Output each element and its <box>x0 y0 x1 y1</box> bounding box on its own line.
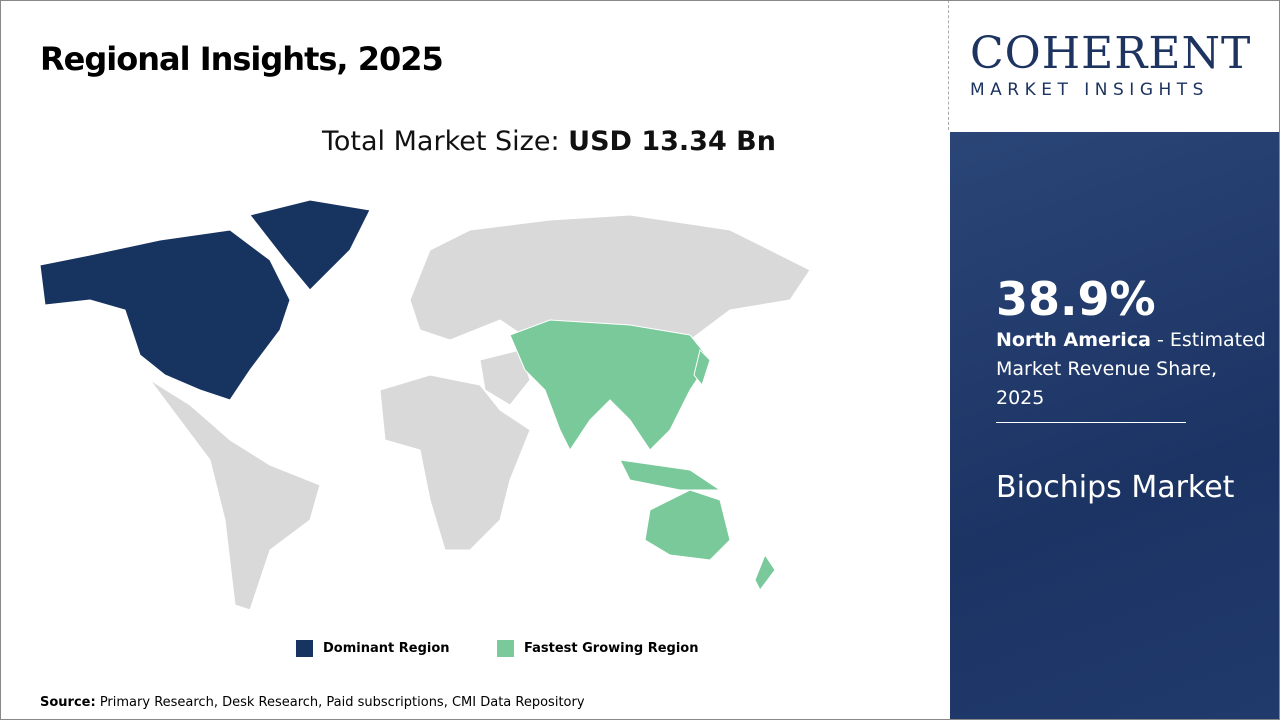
total-label: Total Market Size: <box>322 126 569 157</box>
map-new-zealand <box>754 553 776 591</box>
legend-swatch-fastest <box>497 640 514 657</box>
legend-label: Fastest Growing Region <box>524 641 699 656</box>
total-market-size: Total Market Size: USD 13.34 Bn <box>322 126 776 157</box>
divider <box>948 0 949 130</box>
share-percent: 38.9% <box>996 272 1156 326</box>
source-text: Primary Research, Desk Research, Paid su… <box>95 695 585 710</box>
share-desc-text: - Estimated Market Revenue Share, 2025 <box>996 329 1266 409</box>
insight-panel: 38.9% North America - Estimated Market R… <box>950 132 1280 720</box>
market-name: Biochips Market <box>996 470 1235 505</box>
world-map <box>39 199 811 611</box>
map-middle-east <box>479 349 531 406</box>
map-asia-pacific <box>509 319 711 451</box>
legend-swatch-dominant <box>296 640 313 657</box>
map-australia <box>644 489 731 561</box>
share-description: North America - Estimated Market Revenue… <box>996 326 1266 413</box>
source-label: Source: <box>40 695 96 710</box>
legend-fastest: Fastest Growing Region <box>497 640 698 657</box>
map-europe-russia <box>409 214 811 341</box>
logo-tagline: MARKET INSIGHTS <box>970 80 1209 100</box>
legend-dominant: Dominant Region <box>296 640 450 657</box>
source-note: Source: Primary Research, Desk Research,… <box>40 695 585 710</box>
panel-divider <box>996 422 1186 423</box>
map-north-america <box>39 229 291 401</box>
map-southeast-asia <box>619 459 722 491</box>
total-value: USD 13.34 Bn <box>568 126 776 157</box>
map-japan <box>693 349 711 387</box>
map-greenland <box>249 199 371 291</box>
region-name: North America <box>996 329 1151 351</box>
legend-label: Dominant Region <box>323 641 450 656</box>
map-latin-america <box>149 379 321 611</box>
map-africa <box>379 374 531 551</box>
logo-wordmark: COHERENT <box>970 28 1252 79</box>
page-title: Regional Insights, 2025 <box>40 40 444 78</box>
logo: COHERENT MARKET INSIGHTS <box>950 0 1280 132</box>
